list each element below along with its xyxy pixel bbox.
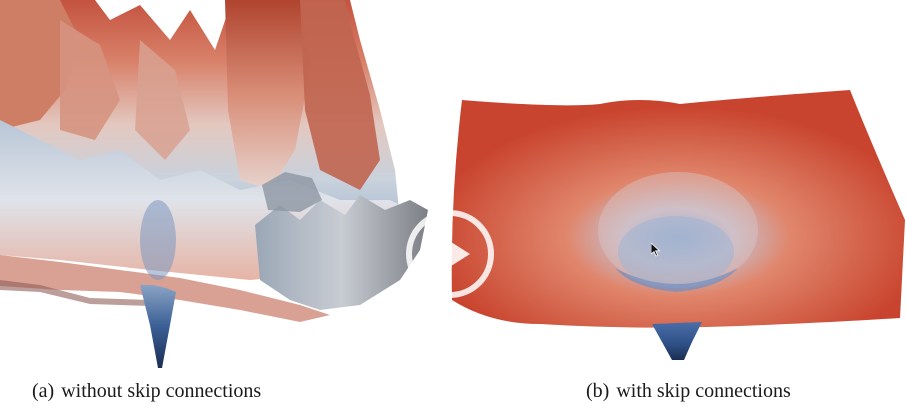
loss-surface-with-skip (451, 90, 905, 360)
caption-text: with skip connections (616, 380, 791, 402)
caption-tag: (a) (32, 380, 55, 402)
mouse-cursor-icon (651, 243, 661, 257)
caption-with-skip: (b) with skip connections (586, 380, 791, 403)
caption-tag: (b) (586, 380, 610, 402)
loss-surface-without-skip (0, 0, 428, 368)
caption-without-skip: (a) without skip connections (32, 380, 261, 403)
play-icon[interactable] (404, 208, 496, 300)
caption-text: without skip connections (61, 380, 262, 402)
